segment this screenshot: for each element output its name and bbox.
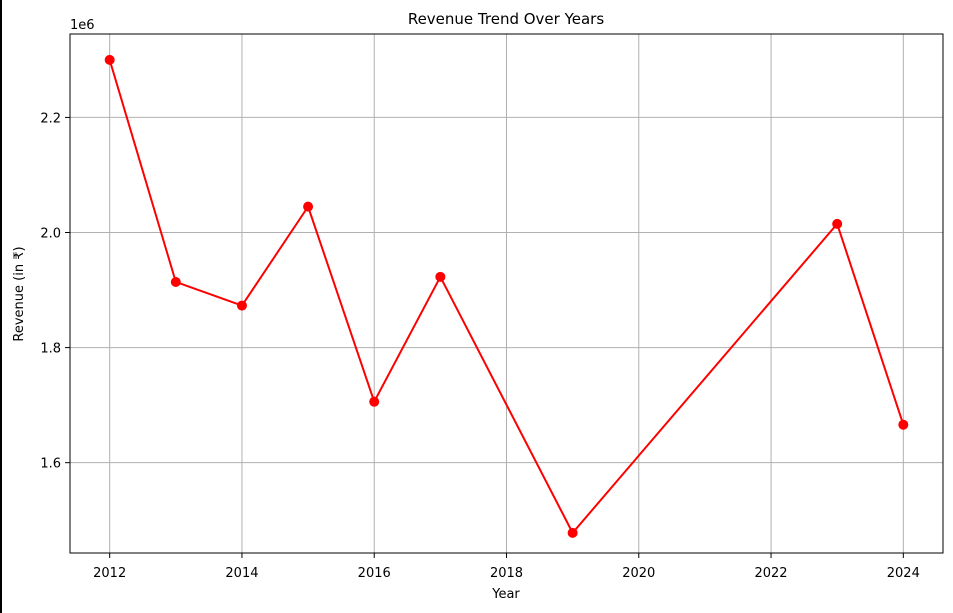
chart-title: Revenue Trend Over Years <box>408 10 605 28</box>
grid-lines <box>70 34 943 553</box>
y-axis-scale-label: 1e6 <box>70 18 95 33</box>
x-tick-label: 2014 <box>225 566 258 581</box>
data-point <box>303 201 314 212</box>
x-tick-label: 2024 <box>887 566 920 581</box>
y-axis-label: Revenue (in ₹) <box>12 246 27 341</box>
data-point <box>567 527 578 538</box>
x-axis-ticks: 2012 2014 2016 2018 2020 2022 2024 <box>93 553 920 581</box>
x-tick-label: 2020 <box>622 566 655 581</box>
x-axis-label: Year <box>491 587 520 602</box>
y-axis-ticks: 1.6 1.8 2.0 2.2 <box>40 111 70 472</box>
data-point <box>435 271 446 282</box>
data-point <box>170 276 181 287</box>
y-tick-label: 2.2 <box>40 111 61 126</box>
data-point <box>236 300 247 311</box>
y-tick-label: 1.8 <box>40 342 61 357</box>
data-point <box>104 54 115 65</box>
data-point <box>832 218 843 229</box>
data-point <box>898 419 909 430</box>
y-tick-label: 2.0 <box>40 227 61 242</box>
y-tick-label: 1.6 <box>40 457 61 472</box>
window-left-border <box>0 0 2 613</box>
x-tick-label: 2022 <box>754 566 787 581</box>
data-point <box>369 396 380 407</box>
x-tick-label: 2012 <box>93 566 126 581</box>
x-tick-label: 2016 <box>358 566 391 581</box>
series-layer <box>104 54 909 538</box>
x-tick-label: 2018 <box>490 566 523 581</box>
